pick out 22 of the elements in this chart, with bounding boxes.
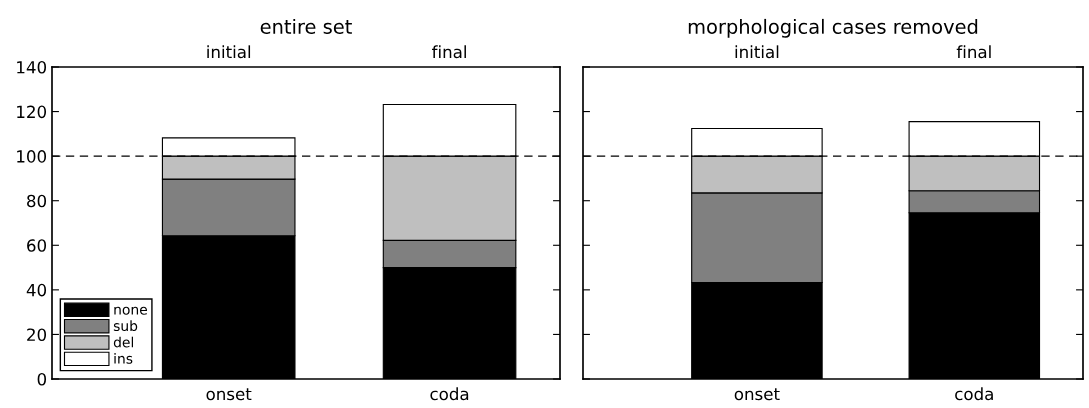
x-tick-label: onset	[734, 388, 780, 401]
x-tick-label: onset	[206, 388, 252, 401]
y-tick-label: 140	[17, 60, 47, 74]
y-tick-label: 80	[27, 194, 47, 208]
y-tick-label: 0	[37, 372, 47, 386]
legend-label: none	[114, 306, 148, 315]
y-tick-label: 120	[17, 105, 47, 119]
y-tick-label: 40	[26, 283, 47, 297]
chart-title: morphological cases removed	[688, 18, 978, 38]
text: final	[956, 45, 991, 59]
legend-label: ins	[114, 353, 133, 364]
chart-title: entire set	[260, 18, 352, 34]
text: initial	[735, 45, 779, 59]
text: initial	[207, 45, 251, 59]
text: final	[432, 45, 466, 59]
legend-label: del	[113, 336, 134, 348]
y-tick-label: 100	[17, 150, 47, 163]
x-tick-label: coda	[955, 387, 993, 401]
y-tick-label: 60	[27, 239, 47, 252]
y-tick-label: 20	[27, 328, 47, 341]
legend-label: sub	[113, 320, 138, 332]
x-tick-label: coda	[430, 387, 469, 401]
